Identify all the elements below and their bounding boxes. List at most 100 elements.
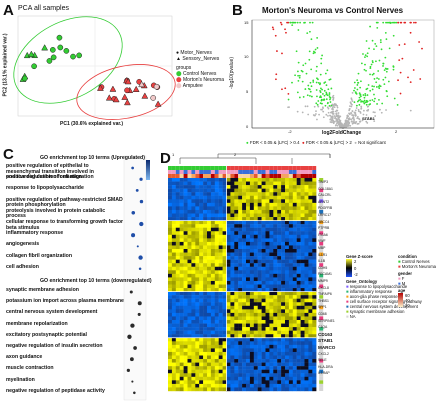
volcano-point [346, 116, 349, 119]
heatmap-cell [242, 202, 247, 207]
panel-letter-b: B [232, 2, 243, 19]
ontology-cell [319, 245, 324, 249]
heatmap-cell [300, 199, 305, 204]
heatmap-cell [168, 323, 173, 328]
heatmap-cell [308, 252, 313, 257]
heatmap-cell [207, 252, 212, 257]
annotation-cell [242, 166, 246, 170]
heatmap-cell [300, 256, 305, 260]
ontology-cell [319, 185, 324, 189]
heatmap-cell [292, 252, 297, 257]
heatmap-cell [288, 273, 293, 278]
heatmap-cell [300, 266, 305, 271]
heatmap-cell [304, 309, 309, 314]
gene-label: COL18A1 [318, 186, 333, 191]
heatmap-cell [304, 298, 309, 303]
volcano-point [353, 89, 355, 92]
heatmap-cell [210, 334, 215, 338]
heatmap-cell [195, 231, 200, 235]
heatmap-cell [242, 341, 247, 346]
heatmap-cell [296, 249, 301, 253]
heatmap-cell [249, 295, 254, 299]
heatmap-cell [300, 263, 305, 267]
heatmap-cell [214, 181, 219, 186]
heatmap-cell [210, 348, 215, 353]
heatmap-cell [273, 305, 278, 310]
volcano-point [377, 85, 380, 88]
heatmap-cell [238, 280, 243, 285]
heatmap-cell [269, 217, 274, 221]
heatmap-cell [210, 280, 215, 285]
heatmap-cell [300, 387, 305, 392]
heatmap-cell [214, 337, 219, 342]
heatmap-cell [269, 291, 274, 296]
heatmap-cell [226, 266, 231, 271]
heatmap-cell [179, 209, 184, 214]
heatmap-cell [257, 249, 262, 253]
heatmap-cell [168, 280, 173, 285]
heatmap-cell [179, 305, 184, 310]
heatmap-cell [226, 213, 231, 218]
heatmap-cell [304, 185, 309, 189]
heatmap-cell [300, 288, 305, 292]
volcano-point [362, 53, 364, 55]
heatmap-cell [281, 387, 286, 392]
volcano-point [369, 67, 372, 70]
heatmap-cell [187, 380, 192, 385]
heatmap-cell [222, 220, 227, 225]
heatmap-cell [171, 369, 176, 374]
volcano-point [294, 21, 297, 24]
heatmap-cell [257, 288, 262, 292]
legend-amputee: ⬤ Amputee [176, 83, 203, 89]
heatmap-cell [171, 202, 176, 207]
heatmap-cell [168, 284, 173, 289]
volcano-point [382, 21, 385, 24]
heatmap-cell [199, 305, 204, 310]
annotation-cell [238, 174, 243, 178]
heatmap-cell [218, 185, 223, 189]
volcano-point [355, 92, 358, 95]
heatmap-cell [179, 273, 184, 278]
volcano-xlabel: log2FoldChange [322, 130, 362, 136]
heatmap-cell [246, 348, 251, 353]
gene-label: PDGFRB [318, 206, 333, 211]
volcano-point [363, 96, 366, 99]
heatmap-cell [222, 263, 227, 267]
heatmap-cell [269, 305, 274, 310]
annotation-cell [179, 170, 184, 174]
heatmap-cell [288, 348, 293, 353]
go-dot [129, 290, 133, 294]
annotation-cell [308, 174, 313, 178]
heatmap-cell [292, 376, 297, 381]
heatmap-cell [210, 373, 215, 377]
heatmap-cell [183, 351, 188, 356]
heatmap-cell [168, 387, 173, 392]
heatmap-cell [195, 227, 200, 232]
heatmap-cell [312, 224, 317, 228]
heatmap-cell [265, 178, 270, 182]
heatmap-cell [207, 323, 212, 328]
heatmap-cell [214, 178, 219, 182]
volcano-point [360, 105, 363, 108]
volcano-point [373, 120, 376, 123]
volcano-point [399, 21, 402, 24]
volcano-point [336, 114, 339, 117]
ontology-cell [319, 270, 324, 274]
heatmap-cell [218, 316, 223, 321]
heatmap-cell [238, 199, 243, 204]
heatmap-cell [300, 188, 305, 193]
heatmap-cell [300, 330, 305, 335]
volcano-point [329, 114, 332, 117]
heatmap-cell [308, 188, 313, 193]
heatmap-cell [249, 252, 254, 257]
heatmap-cell [179, 351, 184, 356]
heatmap-cell [191, 330, 196, 335]
heatmap-cell [246, 185, 251, 189]
heatmap-cell [230, 323, 235, 328]
heatmap-cell [308, 202, 313, 207]
heatmap-cell [249, 270, 254, 275]
heatmap-cell [230, 344, 235, 349]
heatmap-cell [210, 231, 215, 235]
heatmap-cell [195, 266, 200, 271]
heatmap-cell [207, 280, 212, 285]
